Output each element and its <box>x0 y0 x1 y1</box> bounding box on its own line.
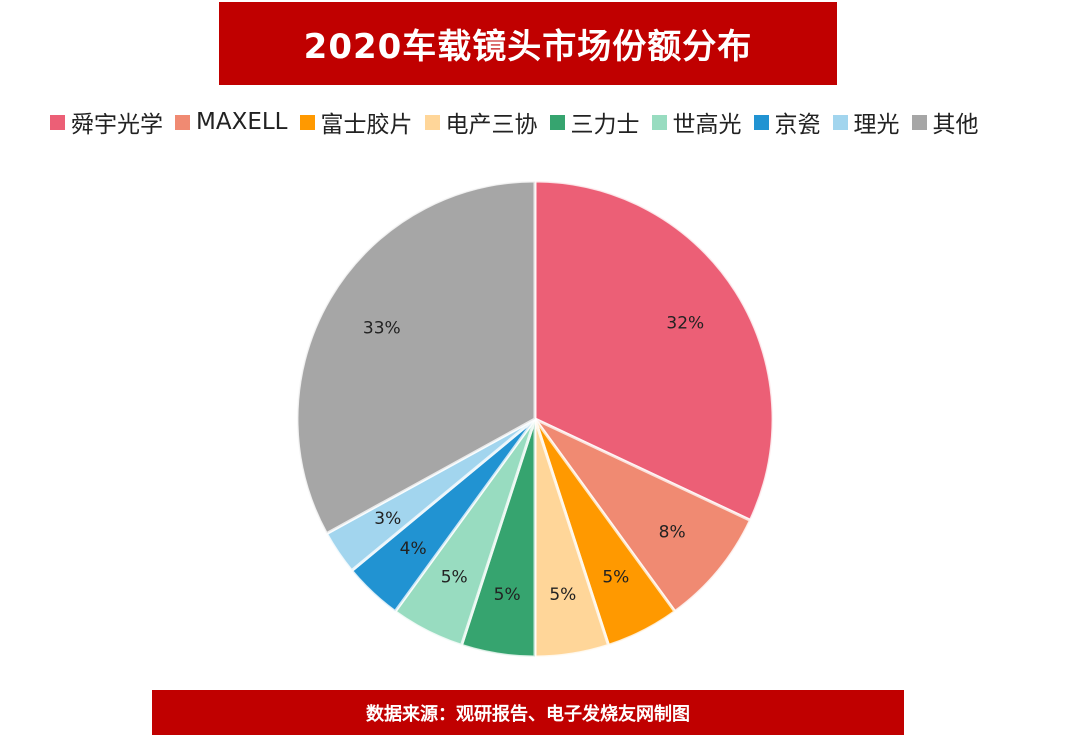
slice-data-label: 5% <box>494 585 521 605</box>
legend-label: 三力士 <box>570 112 640 138</box>
legend-swatch <box>549 114 565 130</box>
legend-item: 舜宇光学 <box>50 105 163 139</box>
pie-chart: 32% 8% 5% 5% 5% 5% 4% 3% 33% <box>295 179 775 659</box>
legend-item: 电产三协 <box>424 105 538 139</box>
legend-label: 其他 <box>932 112 979 138</box>
legend-item: 三力士 <box>549 105 640 139</box>
legend-swatch <box>832 114 848 130</box>
source-banner: 数据来源：观研报告、电子发烧友网制图 <box>152 690 904 735</box>
slice-data-label: 3% <box>374 509 401 529</box>
legend-swatch <box>753 114 769 130</box>
legend-label: 京瓷 <box>774 112 821 138</box>
legend-label: 电产三协 <box>445 112 538 138</box>
legend-swatch <box>175 114 190 130</box>
legend-swatch <box>50 114 65 130</box>
title-banner: 2020车载镜头市场份额分布 <box>219 2 837 85</box>
legend-label: 世高光 <box>672 112 742 138</box>
legend-label: MAXELL <box>196 109 288 135</box>
legend-item: MAXELL <box>175 109 288 135</box>
slice-data-label: 32% <box>666 314 704 334</box>
legend-item: 理光 <box>832 105 900 139</box>
legend-item: 京瓷 <box>753 105 821 139</box>
slice-data-label: 5% <box>441 568 468 588</box>
legend-swatch <box>911 114 927 130</box>
legend-item: 富士胶片 <box>299 105 413 139</box>
slice-data-label: 5% <box>549 585 576 605</box>
slice-data-label: 4% <box>400 539 427 559</box>
legend-label: 理光 <box>853 112 900 138</box>
source-note: 数据来源：观研报告、电子发烧友网制图 <box>366 703 690 725</box>
slice-data-label: 33% <box>363 318 401 338</box>
chart-title: 2020车载镜头市场份额分布 <box>303 27 753 67</box>
slice-data-label: 5% <box>602 568 629 588</box>
pie-rim <box>296 180 774 658</box>
legend-swatch <box>299 114 315 130</box>
legend-swatch <box>424 114 440 130</box>
slice-data-label: 8% <box>659 522 686 542</box>
legend-item: 世高光 <box>651 105 742 139</box>
legend-swatch <box>651 114 667 130</box>
legend-label: 富士胶片 <box>320 112 413 138</box>
chart-legend: 舜宇光学 MAXELL 富士胶片 电产三协 三力士 世高光 京瓷 理光 其他 <box>50 106 1030 138</box>
legend-label: 舜宇光学 <box>71 112 163 138</box>
legend-item: 其他 <box>911 105 979 139</box>
